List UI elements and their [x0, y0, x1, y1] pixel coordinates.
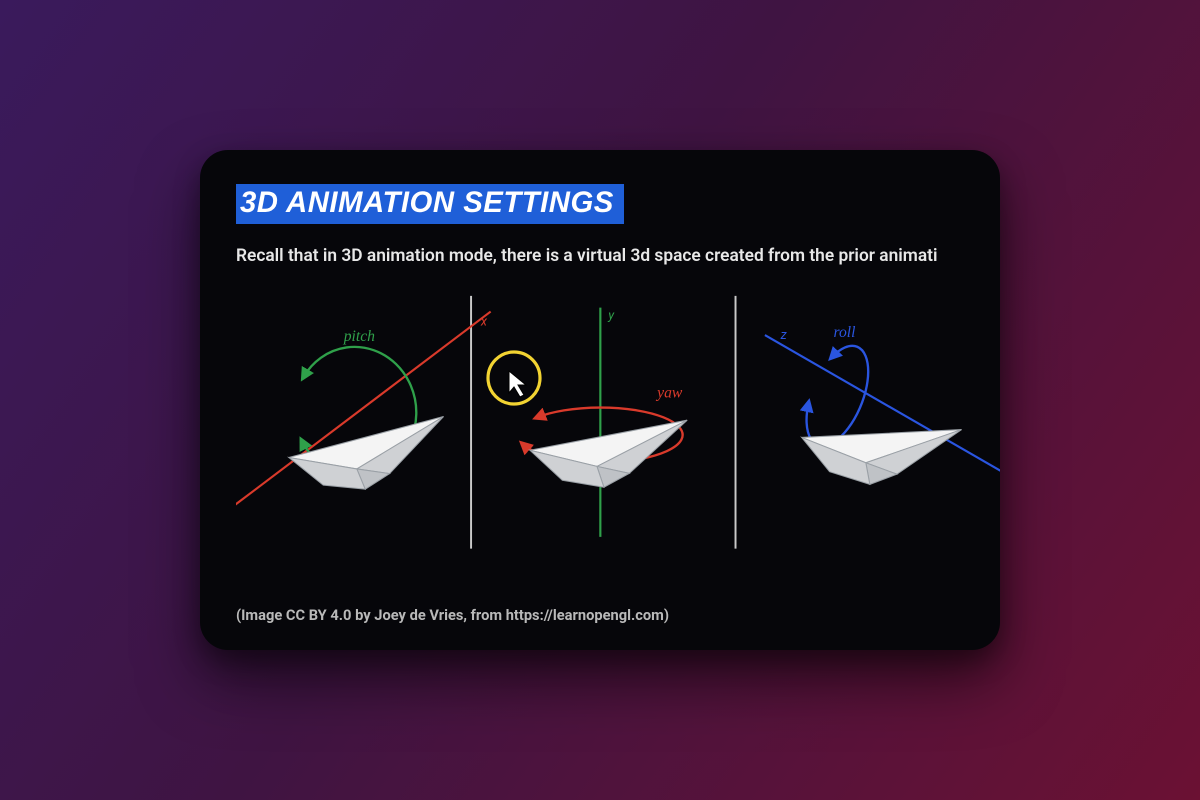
paper-plane-icon — [287, 417, 448, 495]
pitch-axis-letter: x — [480, 314, 488, 329]
title-highlight: 3D ANIMATION SETTINGS — [236, 184, 624, 224]
pitch-label: pitch — [343, 328, 375, 345]
panel-pitch: x pitch — [236, 312, 491, 516]
image-credit: (Image CC BY 4.0 by Joey de Vries, from … — [236, 606, 669, 624]
paper-plane-icon — [797, 408, 962, 496]
settings-card: 3D ANIMATION SETTINGS Recall that in 3D … — [200, 150, 1000, 650]
page-title: 3D ANIMATION SETTINGS — [240, 186, 614, 219]
rotation-diagram: x pitch y yaw z roll — [236, 290, 1000, 560]
roll-arc — [807, 346, 869, 446]
description-text: Recall that in 3D animation mode, there … — [236, 246, 1000, 266]
yaw-label: yaw — [655, 385, 683, 402]
panel-yaw: y yaw — [523, 308, 687, 537]
roll-axis-letter: z — [780, 328, 788, 343]
panel-roll: z roll — [765, 324, 1000, 496]
yaw-axis-letter: y — [607, 308, 615, 323]
diagram-svg: x pitch y yaw z roll — [236, 290, 1000, 554]
roll-label: roll — [833, 324, 855, 341]
